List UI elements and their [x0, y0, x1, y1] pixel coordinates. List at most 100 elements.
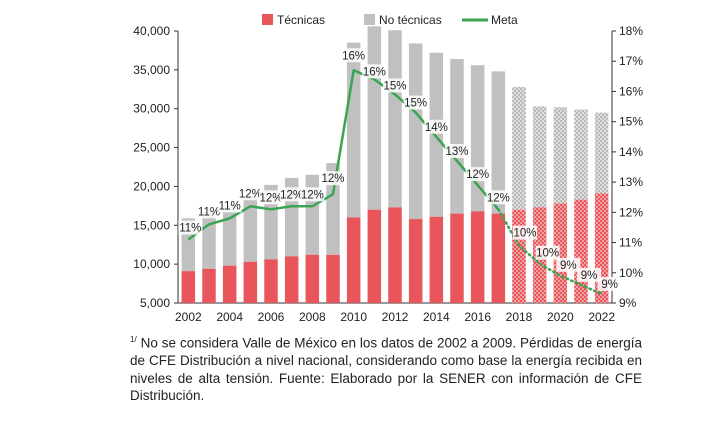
bar-tecnicas	[388, 207, 402, 303]
percent-label-bg	[321, 171, 345, 186]
legend-item-meta: Meta	[462, 13, 518, 27]
y-left-tick-label: 30,000	[133, 102, 170, 116]
legend: Técnicas No técnicas Meta	[262, 13, 518, 27]
x-tick-label: 2004	[216, 310, 243, 324]
x-tick-label: 2022	[588, 310, 615, 324]
footnote: 1/ No se considera Valle de México en lo…	[130, 331, 642, 405]
percent-label: 11%	[179, 223, 201, 235]
bar-tecnicas	[512, 209, 526, 303]
y-right-tick-label: 10%	[619, 266, 643, 280]
legend-swatch-no-tecnicas	[364, 14, 375, 25]
bar-no-tecnicas	[512, 86, 526, 210]
bar-no-tecnicas	[305, 174, 320, 255]
bar-no-tecnicas	[429, 52, 444, 217]
percent-label-bg	[217, 198, 242, 213]
bar-tecnicas	[284, 256, 299, 303]
percent-label-bg	[535, 245, 560, 260]
percent-label: 9%	[601, 279, 618, 291]
y-right-tick-label: 12%	[619, 205, 643, 219]
percent-label: 11%	[198, 206, 220, 218]
percent-label-bg	[238, 186, 263, 201]
percent-label-bg	[577, 267, 601, 282]
y-left-tick-label: 40,000	[133, 24, 170, 38]
x-tick-label: 2008	[299, 310, 326, 324]
percent-label-bg	[259, 190, 283, 205]
bar-tecnicas	[264, 259, 278, 303]
x-tick-label: 2006	[258, 310, 285, 324]
x-tick-label: 2010	[340, 310, 367, 324]
x-tick-label: 2002	[175, 310, 202, 324]
percent-label: 16%	[363, 66, 386, 78]
percent-label-bg	[383, 78, 407, 93]
bar-tecnicas	[491, 213, 506, 303]
y-right-tick-label: 18%	[619, 24, 643, 38]
percent-label-bg	[556, 257, 581, 272]
losses-chart: Técnicas No técnicas Meta 5,000 10,000 15,…	[133, 13, 643, 324]
bar-tecnicas	[346, 217, 361, 303]
x-tick-label: 2012	[382, 310, 409, 324]
percent-label-bg	[178, 220, 203, 235]
bar-tecnicas	[326, 254, 340, 303]
percent-label: 10%	[513, 228, 536, 240]
legend-label-tecnicas: Técnicas	[277, 13, 325, 27]
bar-no-tecnicas	[450, 58, 464, 214]
percent-label: 14%	[425, 122, 448, 134]
percent-label: 12%	[466, 169, 489, 181]
legend-item-tecnicas: Técnicas	[262, 13, 325, 27]
percent-label: 10%	[536, 248, 559, 260]
percent-label-bg	[445, 143, 469, 158]
bar-tecnicas	[222, 265, 237, 303]
axes: 5,000 10,000 15,000 20,000 25,000 30,000 35,00…	[133, 24, 643, 324]
percent-label-bg	[513, 225, 537, 240]
percent-label-bg	[597, 276, 622, 291]
y-right-tick-label: 17%	[619, 54, 643, 68]
y-right-tick-label: 9%	[619, 296, 637, 310]
legend-item-no-tecnicas: No técnicas	[364, 13, 442, 27]
bar-no-tecnicas	[326, 163, 340, 255]
bar-tecnicas	[202, 268, 216, 303]
percent-label: 12%	[259, 192, 282, 204]
bar-no-tecnicas	[202, 212, 216, 269]
percent-label: 11%	[219, 200, 241, 212]
x-tick-label: 2018	[506, 310, 533, 324]
percent-label-bg	[197, 204, 221, 219]
legend-swatch-tecnicas	[262, 14, 273, 25]
percent-label: 15%	[404, 98, 427, 110]
y-right-tick-label: 16%	[619, 84, 643, 98]
bar-tecnicas	[450, 213, 464, 303]
bar-no-tecnicas	[553, 107, 568, 204]
bar-tecnicas	[367, 209, 382, 303]
bar-tecnicas	[305, 254, 320, 303]
legend-label-meta: Meta	[491, 13, 518, 27]
bar-tecnicas	[408, 219, 423, 303]
bar-no-tecnicas	[532, 106, 547, 208]
y-left-tick-label: 35,000	[133, 63, 170, 77]
x-tick-label: 2014	[423, 310, 450, 324]
y-left-tick-label: 5,000	[140, 296, 170, 310]
percent-label-bg	[300, 187, 325, 202]
y-left-tick-label: 25,000	[133, 141, 170, 155]
legend-label-no-tecnicas: No técnicas	[379, 13, 442, 27]
percent-label: 12%	[239, 188, 262, 200]
percent-label-bg	[362, 64, 387, 79]
bar-no-tecnicas	[594, 112, 609, 194]
x-tick-label: 2020	[547, 310, 574, 324]
percent-label-bg	[279, 187, 304, 202]
y-left-tick-label: 10,000	[133, 257, 170, 271]
bar-no-tecnicas	[491, 71, 506, 214]
percent-label-bg	[341, 48, 366, 63]
percent-label: 12%	[280, 189, 303, 201]
percent-labels: 11%11%11%12%12%12%12%12%16%16%15%15%14%1…	[178, 48, 622, 291]
bar-tecnicas	[243, 261, 258, 303]
bar-tecnicas	[470, 211, 485, 303]
percent-label-bg	[403, 95, 428, 110]
bars	[181, 26, 609, 303]
percent-label-bg	[465, 167, 490, 182]
bar-no-tecnicas	[367, 26, 382, 210]
bar-no-tecnicas	[346, 42, 361, 218]
percent-label: 12%	[487, 192, 510, 204]
percent-label-bg	[486, 190, 511, 205]
percent-label: 13%	[445, 146, 468, 158]
x-tick-label: 2016	[464, 310, 491, 324]
bar-tecnicas	[181, 271, 196, 303]
